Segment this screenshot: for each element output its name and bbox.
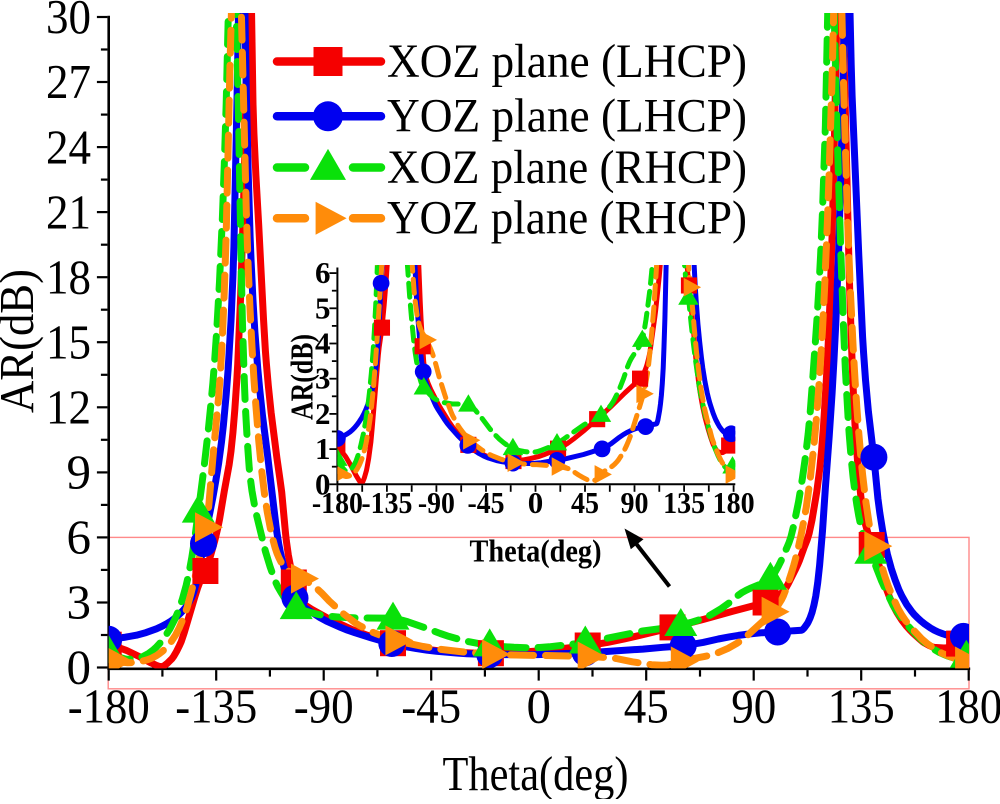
svg-text:5: 5	[315, 290, 331, 325]
svg-text:27: 27	[46, 54, 91, 109]
svg-text:-180: -180	[312, 485, 363, 520]
svg-text:YOZ plane (RHCP): YOZ plane (RHCP)	[387, 192, 747, 245]
svg-text:45: 45	[571, 485, 599, 520]
svg-text:135: 135	[828, 679, 895, 734]
svg-text:21: 21	[46, 184, 91, 239]
svg-text:-135: -135	[175, 679, 257, 734]
svg-text:-45: -45	[401, 679, 461, 734]
svg-text:135: 135	[663, 485, 705, 520]
svg-text:180: 180	[935, 679, 1000, 734]
svg-text:15: 15	[46, 314, 91, 369]
svg-text:4: 4	[315, 326, 331, 361]
svg-text:0: 0	[315, 466, 331, 501]
svg-text:-135: -135	[361, 485, 412, 520]
svg-text:-45: -45	[468, 485, 505, 520]
svg-text:3: 3	[67, 575, 92, 630]
svg-text:-90: -90	[418, 485, 455, 520]
svg-text:AR(dB): AR(dB)	[0, 269, 44, 413]
svg-text:30: 30	[46, 0, 91, 44]
svg-text:0: 0	[528, 485, 544, 520]
svg-text:Theta(deg): Theta(deg)	[470, 533, 602, 568]
svg-text:Theta(deg): Theta(deg)	[443, 746, 629, 799]
svg-text:1: 1	[315, 431, 331, 466]
svg-text:-90: -90	[294, 679, 354, 734]
svg-text:2: 2	[315, 396, 331, 431]
svg-text:180: 180	[713, 485, 755, 520]
svg-text:6: 6	[315, 255, 331, 290]
svg-text:45: 45	[624, 679, 669, 734]
svg-text:24: 24	[46, 119, 91, 174]
svg-text:6: 6	[67, 510, 92, 565]
svg-text:0: 0	[67, 640, 92, 695]
svg-text:12: 12	[46, 380, 91, 435]
svg-text:9: 9	[67, 445, 92, 500]
svg-text:3: 3	[315, 361, 331, 396]
svg-text:90: 90	[621, 485, 649, 520]
svg-text:YOZ plane (LHCP): YOZ plane (LHCP)	[387, 90, 747, 143]
svg-text:XOZ plane (RHCP): XOZ plane (RHCP)	[387, 141, 747, 194]
svg-text:0: 0	[526, 679, 551, 734]
svg-text:18: 18	[46, 249, 91, 304]
svg-text:AR(dB): AR(dB)	[285, 334, 320, 420]
svg-text:90: 90	[731, 679, 776, 734]
svg-text:XOZ plane (LHCP): XOZ plane (LHCP)	[387, 35, 747, 88]
svg-text:-180: -180	[68, 679, 150, 734]
